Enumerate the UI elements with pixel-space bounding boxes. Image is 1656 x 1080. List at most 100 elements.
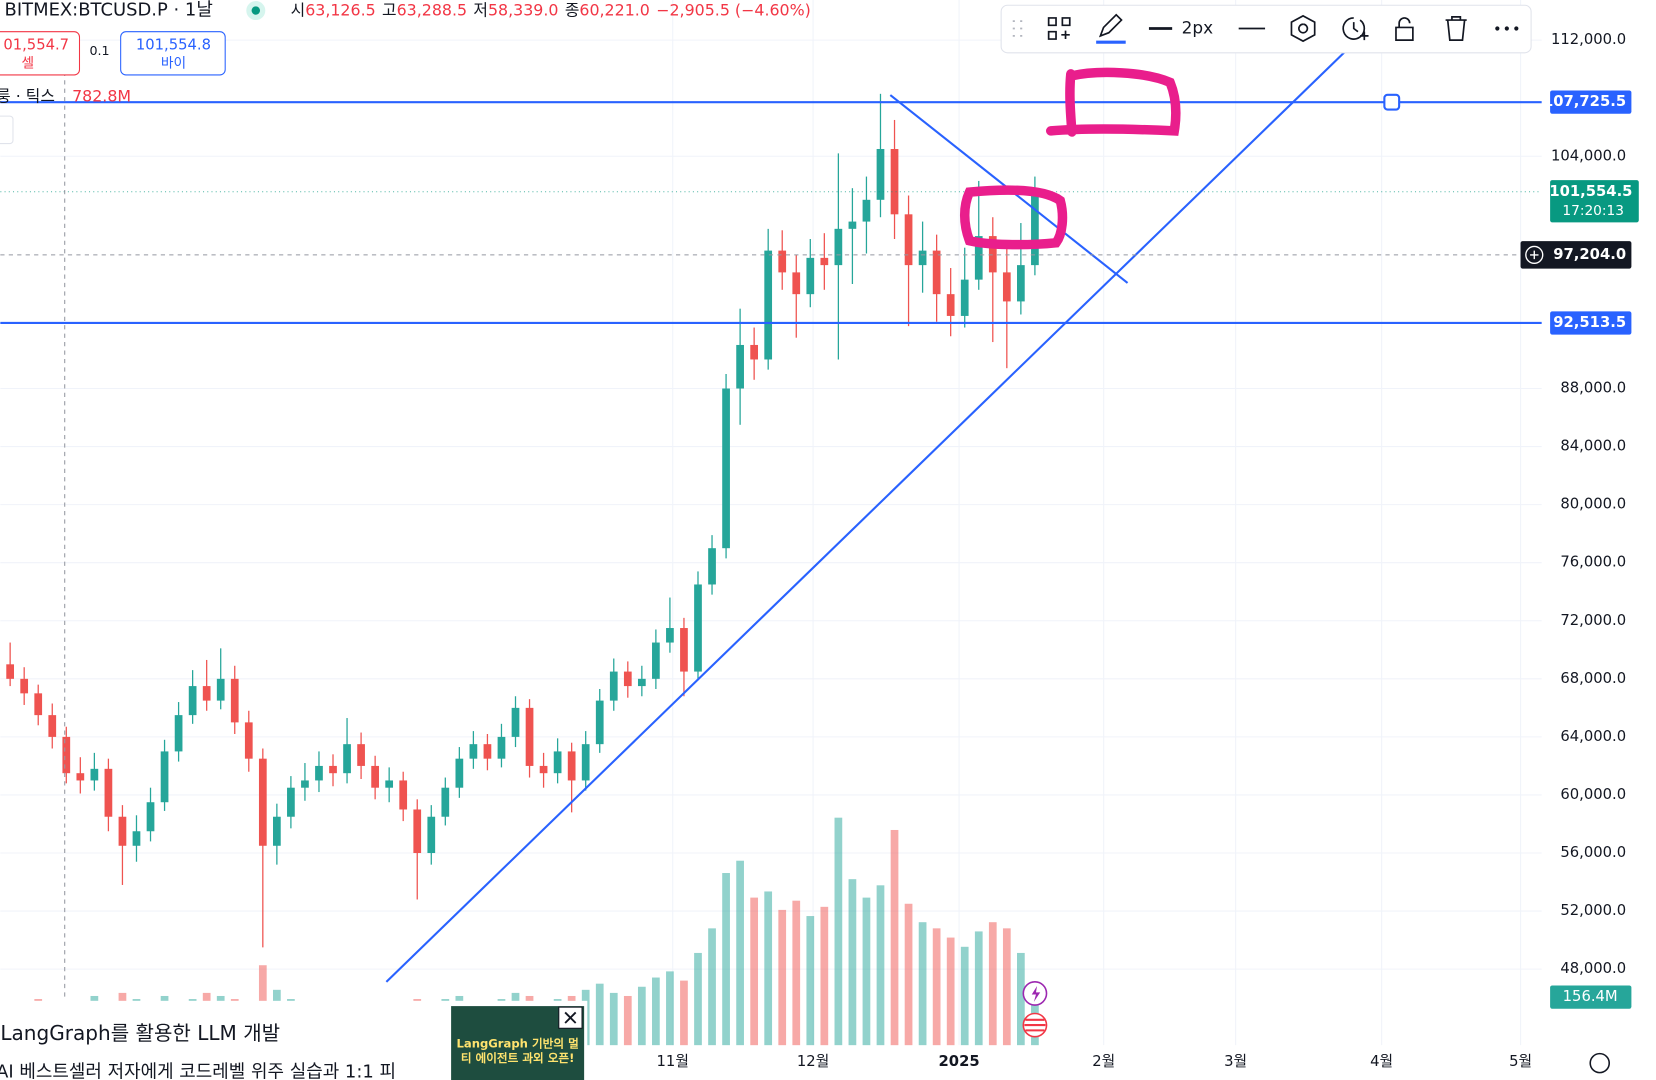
candle-body	[244, 722, 253, 759]
candle-body	[932, 250, 941, 295]
add-alert-button[interactable]	[1525, 245, 1544, 265]
volume-bar	[918, 922, 927, 1046]
volume-bar	[666, 971, 674, 1046]
y-tick-label: 68,000.0	[1560, 670, 1626, 687]
volume-label-box	[1550, 985, 1632, 1009]
volume-bar	[890, 829, 899, 1046]
volume-bar	[848, 879, 857, 1046]
volume-legend-value: 782.8M	[72, 87, 131, 106]
candle-body	[76, 773, 85, 781]
buy-button[interactable]	[120, 31, 226, 76]
time-axis-settings[interactable]	[1589, 1052, 1611, 1074]
candle-body	[34, 693, 43, 716]
candle-body	[806, 257, 815, 295]
volume-label: 156.4M	[1563, 988, 1618, 1005]
volume-bar	[750, 897, 759, 1046]
volume-bar	[623, 995, 632, 1046]
ohlc-key: 고	[382, 0, 397, 19]
price-axis	[1543, 0, 1656, 1080]
y-tick-label: 48,000.0	[1560, 960, 1626, 977]
volume-bar	[764, 891, 773, 1046]
candle-body	[848, 221, 857, 229]
candle-body	[862, 199, 871, 222]
x-tick-label: 2025	[939, 1053, 980, 1070]
volume-bar	[806, 916, 815, 1046]
x-tick-label: 4월	[1370, 1053, 1393, 1070]
candle-body	[315, 765, 323, 781]
candle-body	[553, 751, 562, 774]
y-tick-label: 112,000.0	[1551, 31, 1626, 48]
y-tick-label: 104,000.0	[1551, 147, 1626, 164]
candle-body	[273, 816, 281, 846]
y-tick-label: 60,000.0	[1560, 786, 1626, 803]
alert-icon[interactable]	[1342, 17, 1369, 41]
candle-body	[778, 250, 787, 273]
price-label-box	[1550, 311, 1632, 335]
candle-body	[736, 344, 744, 389]
sell-price: 01,554.7	[3, 36, 69, 53]
x-tick-label: 2월	[1092, 1053, 1115, 1070]
delete-icon[interactable]	[1445, 16, 1467, 41]
change-value: −2,905.5 (−4.60%)	[656, 0, 811, 19]
more-dot[interactable]	[1495, 26, 1500, 31]
candle-body	[1002, 272, 1011, 302]
candle-body	[708, 548, 716, 585]
ohlc-value: 63,126.5	[305, 0, 376, 19]
candle-body	[637, 678, 646, 687]
crosshair-label: 97,204.0	[1553, 246, 1626, 263]
volume-bar	[834, 817, 843, 1046]
line-handle	[1383, 93, 1401, 111]
flag-stripes	[1024, 1018, 1046, 1032]
ohlc-key: 저	[473, 0, 488, 19]
y-tick-label: 72,000.0	[1560, 612, 1626, 629]
candle-body	[694, 584, 702, 672]
volume-bar	[637, 986, 646, 1046]
ad-title[interactable]: LangGraph를 활용한 LLM 개발	[0, 1021, 280, 1045]
candle-body	[329, 765, 337, 774]
candle-body	[1031, 191, 1039, 266]
ad-image-text-box: LangGraph 기반의 멀티 에이전트 과외 오픈!	[456, 1037, 578, 1066]
candle-body	[960, 279, 969, 316]
candle-body	[792, 272, 801, 295]
candle-body	[146, 802, 155, 832]
y-tick-label: 84,000.0	[1560, 438, 1626, 455]
templates-icon[interactable]	[1047, 17, 1071, 40]
candle-body	[623, 671, 632, 687]
y-tick-label: 76,000.0	[1560, 554, 1626, 571]
candle-body	[511, 707, 520, 737]
volume-legend-label: 룽 · 틱스	[0, 87, 55, 106]
lock-icon[interactable]	[1395, 17, 1414, 41]
volume-bar	[862, 897, 871, 1046]
x-tick-label: 12월	[797, 1053, 829, 1070]
volume-bar	[988, 922, 997, 1046]
event-icon-bolt	[1031, 986, 1041, 1002]
pen-color-icon[interactable]	[1098, 13, 1123, 38]
volume-bar	[722, 873, 730, 1046]
sell-label: 셀	[21, 55, 34, 71]
line-width-label: 2px	[1182, 18, 1213, 38]
candle-body	[132, 831, 141, 846]
more-dot[interactable]	[1504, 26, 1509, 31]
more-dot[interactable]	[1514, 26, 1519, 31]
candle-body	[483, 744, 492, 759]
sell-button[interactable]	[0, 31, 81, 76]
candle-body	[174, 715, 183, 752]
volume-bar	[652, 977, 660, 1046]
price-label: 92,513.5	[1553, 314, 1626, 331]
candle-body	[230, 678, 239, 723]
candle-body	[202, 686, 211, 701]
crosshair-box	[1520, 241, 1632, 269]
candle-body	[258, 758, 267, 846]
drag-handle[interactable]	[1012, 20, 1023, 37]
volume-bar	[595, 983, 604, 1046]
volume-bar	[792, 900, 801, 1046]
collapse-button[interactable]	[0, 115, 14, 145]
settings-icon[interactable]	[1290, 14, 1316, 43]
last-price-label: 101,554.5	[1549, 183, 1632, 200]
candle-body	[666, 628, 674, 643]
volume-bar	[946, 937, 955, 1046]
candle-body	[413, 809, 422, 854]
quantity: 0.1	[89, 43, 109, 58]
ad-body[interactable]: AI 베스트셀러 저자에게 코드레벨 위주 실습과 1:1 피	[0, 1062, 396, 1080]
